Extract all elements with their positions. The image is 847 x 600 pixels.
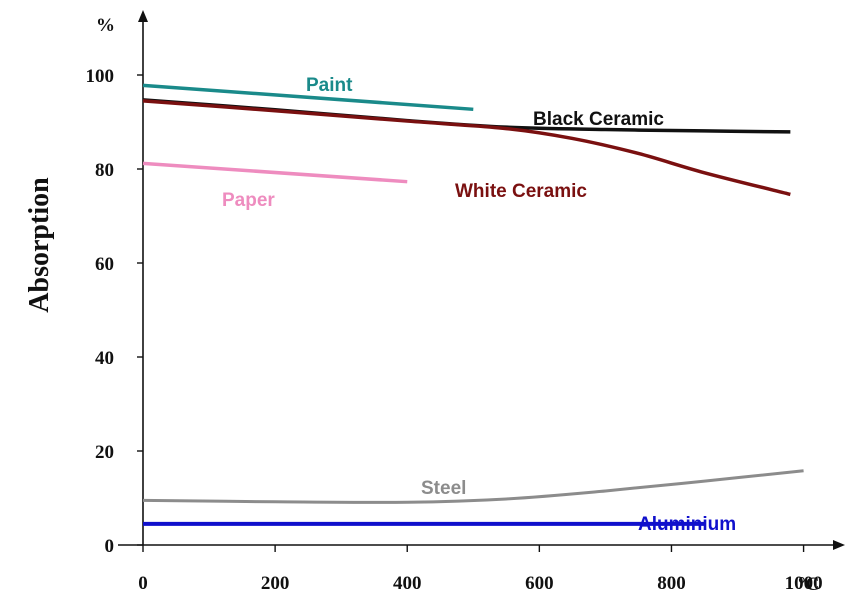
x-tick-label: 0: [138, 573, 148, 594]
paint-label: Paint: [306, 75, 353, 96]
y-tick-label: 100: [86, 66, 115, 87]
y-tick-label: 60: [95, 254, 114, 275]
y-axis-title: Absorption: [24, 177, 55, 313]
x-unit-label: °C: [798, 574, 819, 595]
y-tick-label: 0: [105, 536, 115, 557]
series-lines: [142, 83, 804, 526]
paint-line: [142, 83, 474, 112]
y-tick-label: 40: [95, 348, 114, 369]
y-unit-label: %: [96, 15, 115, 36]
white-ceramic-label: White Ceramic: [455, 181, 587, 202]
x-tick-label: 400: [393, 573, 422, 594]
x-tick-label: 200: [261, 573, 290, 594]
series-labels: Paint Black Ceramic White Ceramic Paper Stee…: [222, 75, 736, 535]
paper-label: Paper: [222, 190, 275, 211]
white-ceramic-line: [142, 99, 791, 197]
black-ceramic-line: [142, 98, 791, 134]
black-ceramic-label: Black Ceramic: [533, 109, 664, 130]
x-tick-label: 600: [525, 573, 554, 594]
aluminium-label: Aluminium: [638, 514, 736, 535]
x-tick-label: 1000: [785, 573, 823, 594]
paper-line: [142, 161, 408, 184]
x-axis-arrow: [833, 540, 845, 550]
y-axis-arrow: [138, 10, 148, 22]
axes: [118, 10, 845, 550]
y-tick-label: 20: [95, 442, 114, 463]
y-tick-label: 80: [95, 160, 114, 181]
steel-label: Steel: [421, 478, 466, 499]
x-tick-label: 800: [657, 573, 686, 594]
steel-line: [142, 469, 804, 504]
